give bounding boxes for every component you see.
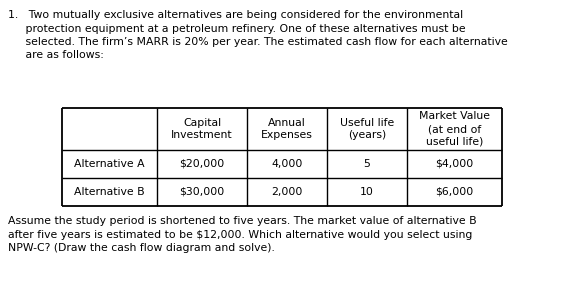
Text: NPW-C? (Draw the cash flow diagram and solve).: NPW-C? (Draw the cash flow diagram and s… — [8, 243, 275, 253]
Text: $20,000: $20,000 — [179, 159, 224, 169]
Text: Useful life
(years): Useful life (years) — [340, 118, 394, 140]
Text: selected. The firm’s MARR is 20% per year. The estimated cash flow for each alte: selected. The firm’s MARR is 20% per yea… — [8, 37, 507, 47]
Text: Capital
Investment: Capital Investment — [171, 118, 233, 140]
Text: Market Value
(at end of
useful life): Market Value (at end of useful life) — [419, 111, 490, 147]
Text: are as follows:: are as follows: — [8, 50, 104, 60]
Text: 4,000: 4,000 — [271, 159, 303, 169]
Text: after five years is estimated to be $12,000. Which alternative would you select : after five years is estimated to be $12,… — [8, 230, 472, 240]
Text: $4,000: $4,000 — [435, 159, 473, 169]
Text: Annual
Expenses: Annual Expenses — [261, 118, 313, 140]
Text: Assume the study period is shortened to five years. The market value of alternat: Assume the study period is shortened to … — [8, 216, 476, 226]
Text: 10: 10 — [360, 187, 374, 197]
Text: 1.   Two mutually exclusive alternatives are being considered for the environmen: 1. Two mutually exclusive alternatives a… — [8, 10, 463, 20]
Text: 2,000: 2,000 — [271, 187, 303, 197]
Text: $30,000: $30,000 — [179, 187, 224, 197]
Text: 5: 5 — [363, 159, 370, 169]
Text: Alternative B: Alternative B — [74, 187, 145, 197]
Text: $6,000: $6,000 — [435, 187, 473, 197]
Text: protection equipment at a petroleum refinery. One of these alternatives must be: protection equipment at a petroleum refi… — [8, 24, 466, 34]
Text: Alternative A: Alternative A — [74, 159, 145, 169]
